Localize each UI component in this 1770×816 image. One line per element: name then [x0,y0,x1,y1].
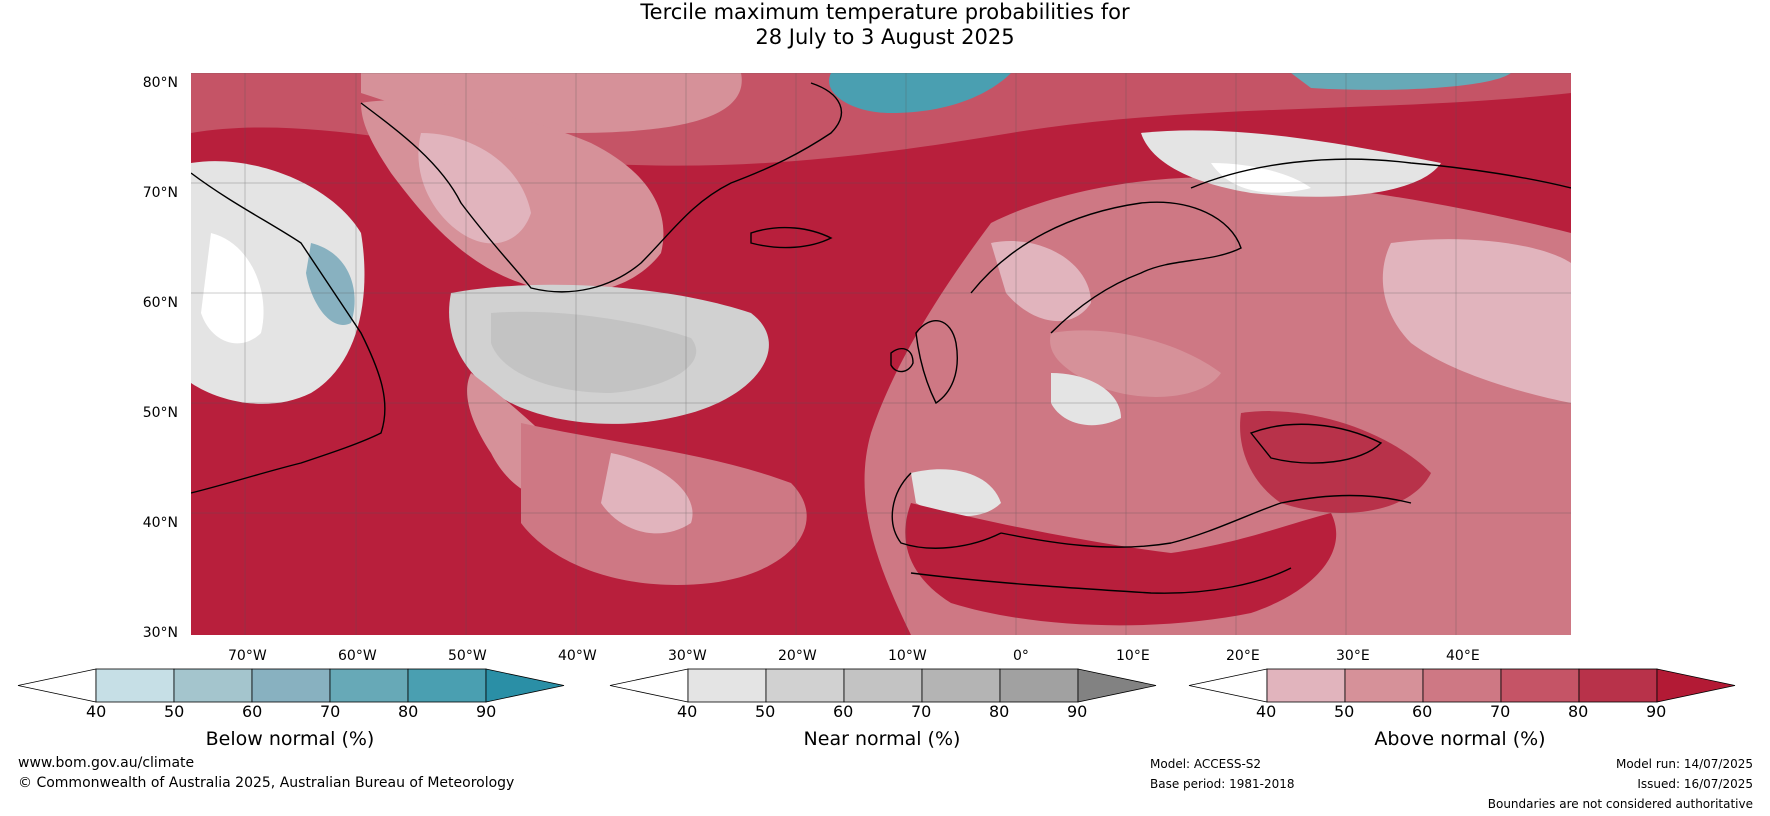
region-below-normal-arctic [829,73,1011,113]
cb-below-tick-90: 90 [476,702,497,721]
region-france-near [1051,373,1121,426]
probability-map [191,73,1571,635]
cb-below-tick-50: 50 [164,702,185,721]
colorbars [17,668,1736,703]
cb-below-tick-70: 70 [320,702,341,721]
ireland-coast [890,347,914,373]
cb-above-segment-1 [1344,668,1424,703]
cb-below-tick-80: 80 [398,702,419,721]
cb-near-tick-70: 70 [911,702,932,721]
mediterranean-north-coast [1000,494,1412,548]
britain-coast [915,320,958,405]
africa-north-coast [910,567,1292,594]
cb-near-segment-4 [999,668,1079,703]
lat-label-30n: 30°N [142,625,178,641]
region-labrador-white [201,233,264,344]
lat-label-50n: 50°N [142,405,178,421]
lon-label-60w: 60°W [338,648,377,664]
region-russia-light [1382,239,1571,403]
cb-above-segment-3 [1500,668,1580,703]
title-line-1: Tercile maximum temperature probabilitie… [640,0,1130,24]
cb-near-segment-1 [765,668,845,703]
lon-label-40e: 40°E [1446,648,1480,664]
cb-above-label: Above normal (%) [1374,728,1546,750]
lon-label-70w: 70°W [228,648,267,664]
lon-label-0: 0° [1013,648,1029,664]
cb-above-tick-60: 60 [1412,702,1433,721]
cb-below-segment-3 [329,668,409,703]
cb-below-segment-4 [407,668,487,703]
footer-copyright: © Commonwealth of Australia 2025, Austra… [18,775,515,791]
cb-above-tick-80: 80 [1568,702,1589,721]
iberia-coast [891,472,1002,549]
cb-below-segment-2 [251,668,331,703]
cb-below-tick-40: 40 [86,702,107,721]
lon-label-30e: 30°E [1336,648,1370,664]
footer-model: Model: ACCESS-S2 [1150,757,1262,771]
lat-label-60n: 60°N [142,295,178,311]
cb-near-segment-2 [843,668,923,703]
region-central-europe [1050,330,1221,397]
cb-above-segment-4 [1578,668,1658,703]
north-america-coast [191,172,386,494]
region-mediterranean-above [905,503,1337,626]
cb-near-tick-80: 80 [989,702,1010,721]
cb-above-tick-40: 40 [1256,702,1277,721]
lon-label-20e: 20°E [1226,648,1260,664]
lon-label-10w: 10°W [888,648,927,664]
lon-label-20w: 20°W [778,648,817,664]
cb-below-upper-extension [485,668,565,703]
cb-above-tick-70: 70 [1490,702,1511,721]
cb-above-segment-0 [1266,668,1346,703]
cb-above-upper-extension [1656,668,1736,703]
chart-title: Tercile maximum temperature probabilitie… [0,0,1770,50]
lat-label-70n: 70°N [142,185,178,201]
cb-near-upper-extension [1077,668,1157,703]
cb-above-tick-90: 90 [1646,702,1667,721]
footer-base-period: Base period: 1981-2018 [1150,777,1295,791]
lat-label-40n: 40°N [142,515,178,531]
greenland-coast [360,82,842,293]
lon-label-10e: 10°E [1116,648,1150,664]
scandinavia-coast [970,201,1242,334]
title-line-2: 28 July to 3 August 2025 [755,25,1015,49]
iceland-coast [750,226,833,249]
footer-disclaimer: Boundaries are not considered authoritat… [1487,797,1753,811]
cb-above-lower-extension [1188,668,1268,703]
coastlines [191,82,1571,594]
cb-above-segment-2 [1422,668,1502,703]
cb-near-tick-50: 50 [755,702,776,721]
cb-below-lower-extension [17,668,97,703]
region-atlantic-near-core [491,311,697,393]
cb-below-label: Below normal (%) [205,728,375,750]
black-sea-coast [1249,423,1383,464]
cb-below-tick-60: 60 [242,702,263,721]
russia-arctic-coast [1190,158,1571,189]
cb-near-label: Near normal (%) [803,728,961,750]
gridlines [191,73,1571,635]
lon-label-40w: 40°W [558,648,597,664]
cb-below-segment-1 [173,668,253,703]
region-greenland-core [418,133,531,244]
cb-near-tick-60: 60 [833,702,854,721]
lat-label-80n: 80°N [142,75,178,91]
cb-near-tick-90: 90 [1067,702,1088,721]
footer-issued: Issued: 16/07/2025 [1637,777,1753,791]
region-subtropical-light [601,453,693,534]
footer-url[interactable]: www.bom.gov.au/climate [18,755,195,771]
cb-below-segment-0 [95,668,175,703]
cb-near-segment-0 [687,668,767,703]
lon-label-30w: 30°W [668,648,707,664]
region-iberia-near [911,469,1001,517]
cb-above-tick-50: 50 [1334,702,1355,721]
map-svg [191,73,1571,635]
cb-near-tick-40: 40 [677,702,698,721]
cb-near-segment-3 [921,668,1001,703]
cb-near-lower-extension [609,668,689,703]
region-russia-north-near [1141,130,1441,197]
lon-label-50w: 50°W [448,648,487,664]
footer-model-run: Model run: 14/07/2025 [1615,757,1753,771]
